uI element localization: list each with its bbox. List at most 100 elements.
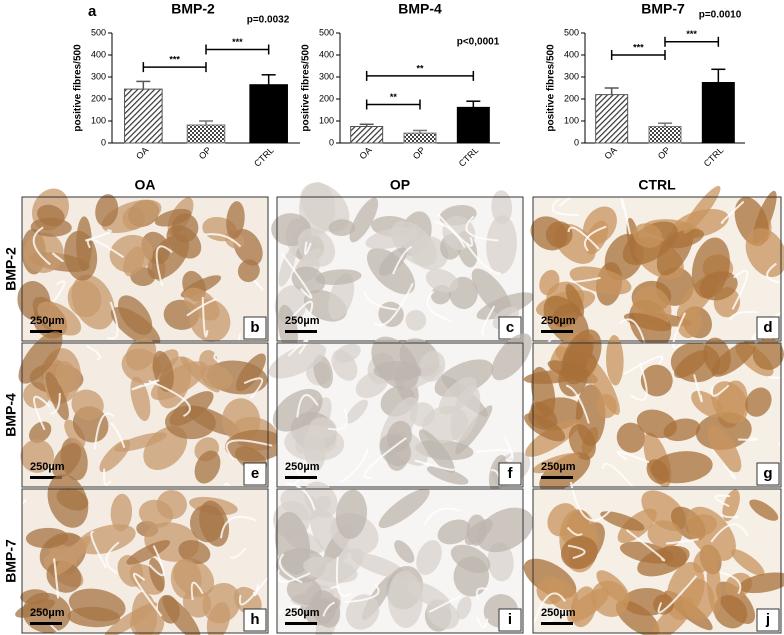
- tissue: [379, 433, 412, 467]
- tissue: [693, 548, 713, 574]
- tissue-septum: [278, 605, 302, 620]
- tissue-septum: [630, 362, 648, 401]
- scale-bar: [285, 330, 317, 333]
- tissue-septum: [52, 280, 66, 303]
- panel-letter: h: [250, 611, 259, 628]
- x-tick-label: OP: [197, 145, 213, 161]
- tissue-septum: [287, 339, 309, 357]
- tissue: [55, 360, 76, 390]
- tissue-septum: [720, 513, 739, 519]
- tissue: [426, 599, 460, 630]
- tissue-septum: [148, 379, 191, 417]
- tissue: [491, 333, 532, 381]
- x-tick-label: OP: [656, 145, 672, 161]
- tissue: [110, 493, 133, 532]
- y-tick-label: 500: [91, 27, 106, 37]
- scale-bar-label: 250µm: [30, 315, 65, 327]
- scale-bar-label: 250µm: [30, 607, 65, 619]
- micrograph-frame: [532, 488, 782, 634]
- tissue: [314, 269, 362, 286]
- tissue: [532, 453, 580, 474]
- y-tick-label: 0: [329, 137, 334, 147]
- tissue: [291, 266, 326, 294]
- panel-letter: e: [251, 465, 259, 482]
- tissue: [148, 557, 165, 592]
- tissue-septum: [51, 252, 64, 263]
- tissue: [56, 488, 89, 511]
- tissue-septum: [476, 616, 489, 629]
- tissue: [226, 201, 245, 239]
- y-tick-label: 200: [319, 93, 334, 103]
- tissue: [297, 228, 336, 267]
- tissue: [76, 216, 92, 272]
- tissue: [286, 576, 322, 605]
- tissue-septum: [567, 544, 586, 560]
- tissue-septum: [551, 198, 580, 216]
- tissue: [328, 219, 356, 236]
- tissue-septum: [565, 384, 590, 424]
- bar: [456, 106, 490, 144]
- panel-label: a: [88, 3, 97, 20]
- tissue-septum: [731, 269, 749, 310]
- scale-bar-label: 250µm: [541, 607, 576, 619]
- tissue-septum: [423, 507, 461, 526]
- tissue-septum: [567, 226, 600, 250]
- y-tick-label: 100: [319, 115, 334, 125]
- tissue: [486, 215, 517, 275]
- tissue-septum: [328, 406, 348, 431]
- panel-letter-box: [498, 316, 522, 340]
- micrograph: 250µm d: [530, 177, 784, 349]
- tissue-septum: [429, 595, 462, 613]
- tissue-septum: [33, 395, 51, 431]
- tissue: [569, 266, 632, 295]
- tissue-septum: [304, 241, 312, 256]
- tissue-septum: [103, 468, 112, 486]
- tissue-septum: [465, 242, 501, 275]
- panel-letter-box: [243, 316, 267, 340]
- tissue-septum: [529, 592, 566, 634]
- tissue-septum: [155, 245, 173, 287]
- tissue: [623, 313, 672, 332]
- tissue: [731, 549, 765, 576]
- tissue: [539, 452, 591, 493]
- tissue: [632, 223, 663, 248]
- tissue: [450, 385, 481, 442]
- column-label: CTRL: [638, 177, 676, 193]
- tissue: [64, 419, 86, 448]
- tissue: [268, 343, 327, 379]
- tissue: [394, 540, 415, 564]
- tissue: [387, 570, 423, 628]
- tissue: [170, 558, 202, 600]
- scale-bar: [541, 476, 573, 479]
- bar: [648, 126, 682, 144]
- micrograph-frame: [276, 342, 524, 488]
- tissue-septum: [276, 569, 311, 583]
- row-label: BMP-4: [3, 393, 19, 437]
- tissue-septum: [693, 374, 703, 403]
- tissue: [309, 417, 337, 439]
- tissue-septum: [503, 436, 514, 462]
- y-tick-label: 300: [319, 71, 334, 81]
- tissue: [606, 334, 624, 386]
- significance-label: **: [390, 92, 398, 102]
- scale-bar: [541, 622, 573, 625]
- y-tick-label: 100: [564, 115, 579, 125]
- tissue-septum: [520, 336, 555, 376]
- micrograph: 250µm g: [523, 312, 784, 499]
- y-tick-label: 300: [564, 71, 579, 81]
- tissue-septum: [714, 494, 731, 508]
- tissue-septum: [285, 482, 316, 511]
- scale-bar: [285, 622, 317, 625]
- tissue: [600, 511, 645, 531]
- tissue: [745, 228, 784, 277]
- micrograph: 250µm b: [17, 188, 269, 347]
- tissue-septum: [243, 377, 264, 399]
- tissue-septum: [285, 300, 314, 325]
- scale-bar-label: 250µm: [285, 315, 320, 327]
- tissue: [686, 506, 736, 561]
- tissue: [235, 353, 266, 392]
- tissue-septum: [110, 422, 126, 449]
- tissue: [30, 217, 72, 237]
- tissue-septum: [616, 450, 650, 464]
- scale-bar: [285, 476, 317, 479]
